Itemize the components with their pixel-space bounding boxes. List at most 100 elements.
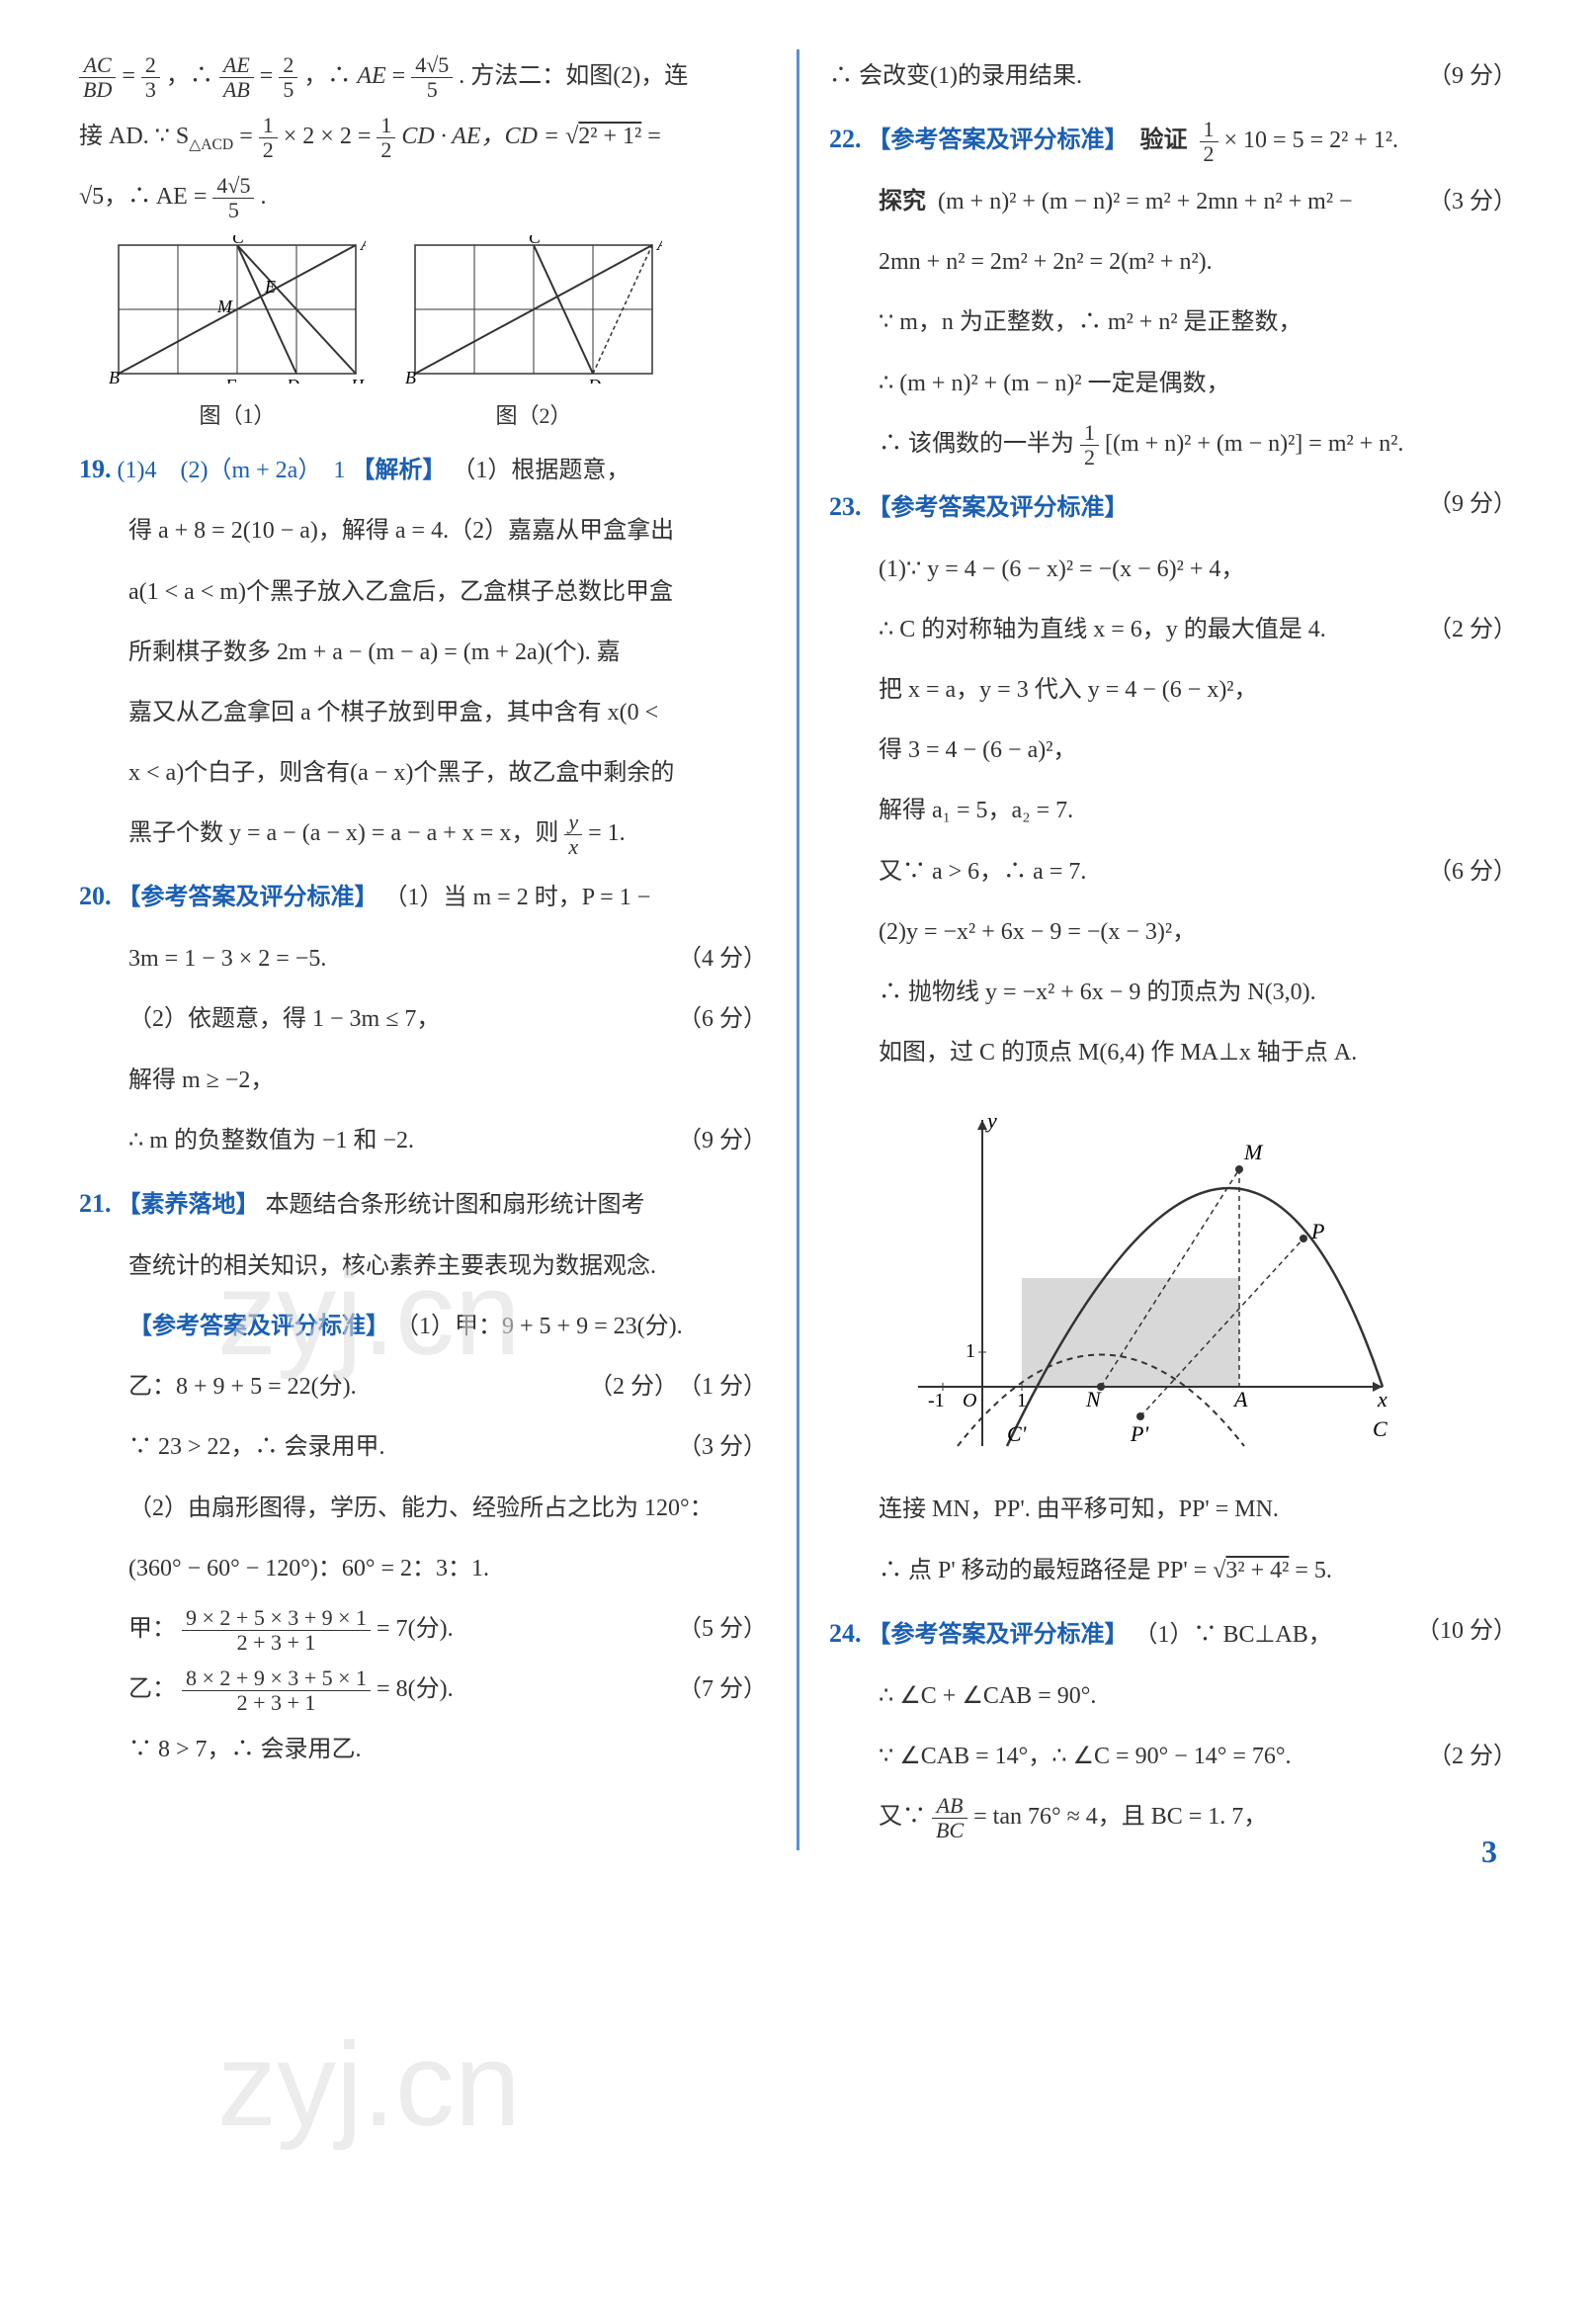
frac-den: 5 [279, 78, 297, 102]
text: = [233, 124, 259, 149]
text: ∵ ∠CAB = 14°，∴ ∠C = 90° − 14° = 76°. [879, 1744, 1291, 1769]
text: . [260, 184, 266, 210]
text-line: 把 x = a，y = 3 代入 y = 4 − (6 − x)²， [829, 663, 1517, 718]
label-B: B [109, 368, 120, 384]
score: （1 分） [678, 1360, 767, 1414]
math-line: ACBD = 23 ，∴ AEAB = 25 ，∴ AE = 4√55 . 方法… [79, 49, 767, 104]
question-number-20: 20. [79, 882, 112, 910]
text-line: 解得 m ≥ −2， [79, 1054, 767, 1108]
point-Pprime: P' [1130, 1421, 1148, 1446]
text: × 10 = 5 = 2² + 1². [1224, 128, 1399, 153]
text: (m + n)² + (m − n)² = m² + 2mn + n² + m²… [938, 189, 1353, 214]
text-line: (2)y = −x² + 6x − 9 = −(x − 3)²， [829, 905, 1517, 960]
text: CD · AE，CD = [401, 124, 565, 149]
frac-den: BC [932, 1819, 967, 1842]
text: = 1. [588, 820, 626, 846]
label-D: D [587, 376, 601, 384]
label-M: M [216, 297, 233, 316]
page-number: 3 [1481, 1834, 1497, 1870]
text: ∴ 该偶数的一半为 [879, 431, 1074, 457]
label-B: B [405, 368, 416, 384]
right-column: ∴ 会改变(1)的录用结果. （9 分） 22. 【参考答案及评分标准】 验证 … [799, 49, 1517, 1850]
text: ∵ 23 > 22，∴ 会录用甲. [128, 1434, 385, 1460]
score: （2 分） [1428, 603, 1517, 657]
frac-num: 2 [279, 53, 297, 78]
axis-x-label: x [1377, 1387, 1387, 1411]
text-line: 得 a + 8 = 2(10 − a)，解得 a = 4.（2）嘉嘉从甲盒拿出 [79, 504, 767, 558]
text-line: ∴ 点 P' 移动的最短路径是 PP' = √3² + 4² = 5. [829, 1544, 1517, 1598]
q19-line: 19. (1)4 (2)（m + 2a） 1 【解析】 （1）根据题意， [79, 440, 767, 499]
tick-1: 1 [966, 1340, 975, 1362]
frac-num: 4√5 [411, 53, 453, 78]
frac-den: 5 [411, 78, 453, 102]
text-line: 探究 (m + n)² + (m − n)² = m² + 2mn + n² +… [829, 175, 1517, 229]
frac-num: AE [219, 53, 254, 78]
text-line: ∵ ∠CAB = 14°，∴ ∠C = 90° − 14° = 76°. （2 … [829, 1730, 1517, 1784]
text-line: ∴ (m + n)² + (m − n)² 一定是偶数， [829, 357, 1517, 411]
label-E: E [264, 277, 276, 297]
answer-heading: 【参考答案及评分标准】 [868, 1622, 1129, 1648]
text-line: 2mn + n² = 2m² + 2n² = 2(m² + n²). [829, 235, 1517, 290]
text: × 2 × 2 = [284, 124, 378, 149]
curve-Cprime: C' [1007, 1421, 1027, 1446]
point-A: A [1232, 1387, 1248, 1411]
q20-line: 20. 【参考答案及评分标准】 （1）当 m = 2 时，P = 1 − [79, 867, 767, 926]
text: . 方法二：如图(2)，连 [459, 63, 688, 89]
text-line: ∵ 23 > 22，∴ 会录用甲. （3 分） [79, 1420, 767, 1475]
score: （7 分） [678, 1663, 767, 1717]
text-line: 得 3 = 4 − (6 − a)²， [829, 724, 1517, 778]
score: （6 分） [678, 992, 767, 1047]
page: zyj.cn zyj.cn ACBD = 23 ，∴ AEAB = 25 ，∴ … [0, 0, 1596, 1890]
answer-heading: 【参考答案及评分标准】 [118, 885, 378, 910]
text-line: 如图，过 C 的顶点 M(6,4) 作 MA⊥x 轴于点 A. [829, 1026, 1517, 1080]
text: ∴ C 的对称轴为直线 x = 6，y 的最大值是 4. [879, 617, 1326, 642]
text: （1）甲：9 + 5 + 9 = 23(分). [395, 1314, 683, 1339]
sqrt-expr: 3² + 4² [1225, 1558, 1289, 1583]
graph-svg: y x O M N A C C' P P' 1 1 -1 [888, 1100, 1402, 1456]
left-column: ACBD = 23 ，∴ AEAB = 25 ，∴ AE = 4√55 . 方法… [79, 49, 797, 1850]
answer-heading: 【参考答案及评分标准】 [868, 128, 1129, 153]
text: 黑子个数 y = a − (a − x) = a − a + x = x，则 [128, 820, 558, 846]
text: （1）当 m = 2 时，P = 1 − [384, 885, 651, 910]
grid-diagram-2: A B C D [405, 235, 662, 384]
frac-num: 4√5 [212, 174, 254, 199]
diagram-caption-1: 图（1） [109, 398, 366, 430]
frac-den: 2 + 3 + 1 [182, 1691, 371, 1715]
axis-y-label: y [985, 1108, 997, 1133]
text: （2）依题意，得 1 − 3m ≤ 7， [128, 1006, 440, 1032]
label-A: A [360, 235, 366, 254]
frac-den: 3 [141, 78, 160, 102]
frac-den: 2 [259, 138, 278, 162]
text: 又∵ a > 6，∴ a = 7. [879, 859, 1086, 885]
text: [(m + n)² + (m − n)²] = m² + n². [1105, 431, 1403, 457]
question-number-24: 24. [829, 1619, 862, 1648]
frac-den: 5 [212, 199, 254, 222]
text-line: ∴ 会改变(1)的录用结果. （9 分） [829, 49, 1517, 104]
frac-num: 2 [141, 53, 160, 78]
score: （3 分） [678, 1420, 767, 1475]
frac-den: 2 + 3 + 1 [182, 1631, 371, 1655]
text-line: ∵ 8 > 7，∴ 会录用乙. [79, 1723, 767, 1777]
text-line: 又∵ a > 6，∴ a = 7. （6 分） [829, 845, 1517, 899]
tick-neg1: -1 [928, 1390, 945, 1411]
diagram-caption-2: 图（2） [405, 398, 662, 430]
text-line: ∴ ∠C + ∠CAB = 90°. [829, 1669, 1517, 1724]
frac-num: 1 [1080, 421, 1099, 446]
score: （10 分） [1416, 1604, 1517, 1659]
text-line: 又∵ ABBC = tan 76° ≈ 4，且 BC = 1. 7， [829, 1790, 1517, 1844]
text: （1）根据题意， [452, 458, 630, 483]
text-line: 乙：8 + 9 + 5 = 22(分). （2 分） [79, 1360, 767, 1414]
answer-heading: 【参考答案及评分标准】 [128, 1314, 389, 1339]
frac-num: 9 × 2 + 5 × 3 + 9 × 1 [182, 1606, 371, 1631]
frac-den: 2 [377, 138, 395, 162]
tick-1x: 1 [1017, 1390, 1027, 1411]
score: （2 分） [1428, 1730, 1517, 1784]
question-number-23: 23. [829, 492, 862, 521]
frac-num: 8 × 2 + 9 × 3 + 5 × 1 [182, 1666, 371, 1691]
score: （9 分） [1428, 477, 1517, 532]
q24-line: 24. 【参考答案及评分标准】 （1）∵ BC⊥AB， [829, 1604, 1517, 1664]
question-number-19: 19. [79, 455, 112, 483]
text-line: (1)∵ y = 4 − (6 − x)² = −(x − 6)² + 4， [829, 543, 1517, 597]
text-line: 乙： 8 × 2 + 9 × 3 + 5 × 12 + 3 + 1 = 8(分)… [79, 1663, 767, 1717]
explore-label: 探究 [879, 189, 926, 214]
